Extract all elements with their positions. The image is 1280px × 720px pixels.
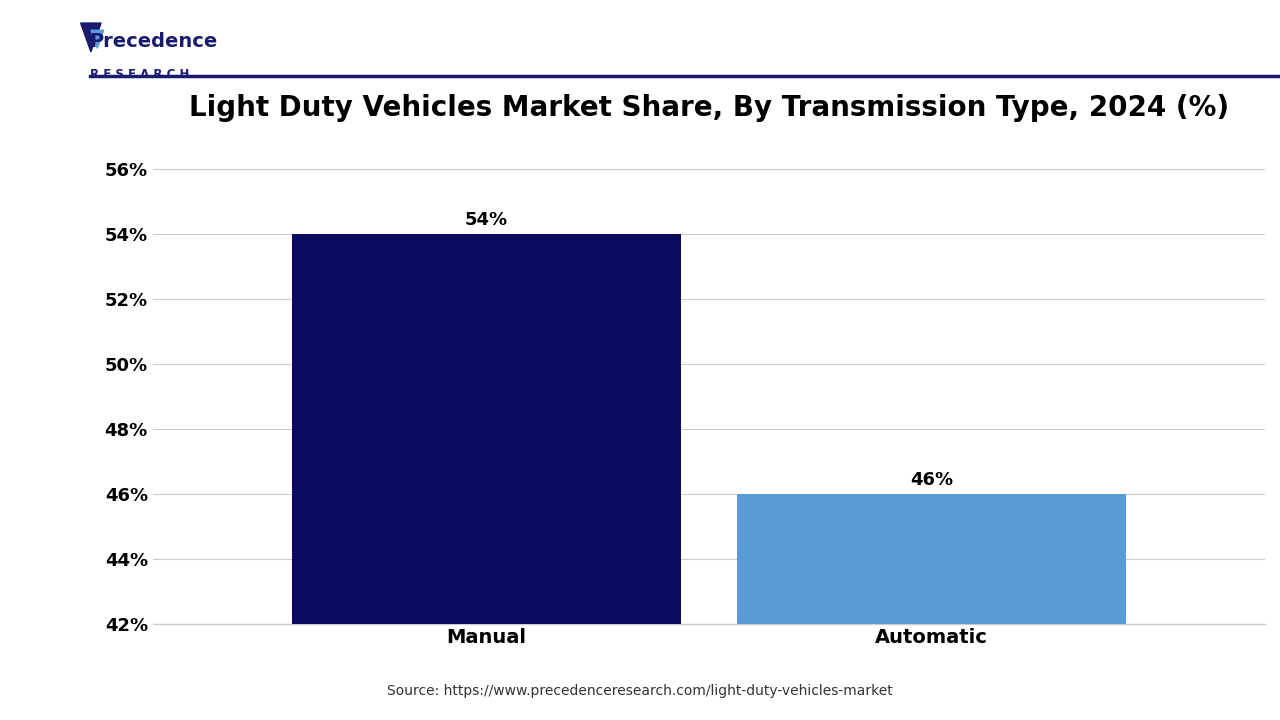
Bar (292, 234, 681, 720)
Bar (737, 494, 1126, 720)
Text: 54%: 54% (465, 212, 508, 230)
Text: Precedence: Precedence (90, 32, 218, 51)
Title: Light Duty Vehicles Market Share, By Transmission Type, 2024 (%): Light Duty Vehicles Market Share, By Tra… (188, 94, 1229, 122)
Text: Source: https://www.precedenceresearch.com/light-duty-vehicles-market: Source: https://www.precedenceresearch.c… (387, 684, 893, 698)
Text: 46%: 46% (910, 471, 952, 489)
Text: R E S E A R C H: R E S E A R C H (90, 68, 189, 81)
